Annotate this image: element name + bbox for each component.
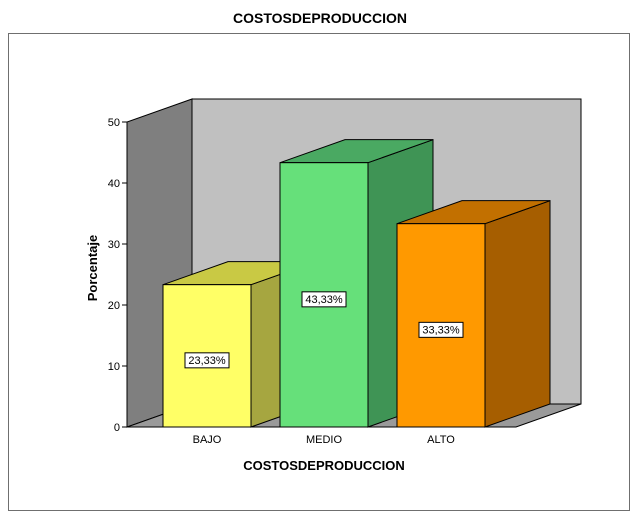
data-label: 23,33% (188, 355, 226, 367)
data-label: 33,33% (422, 324, 460, 336)
x-tick-label: ALTO (427, 434, 455, 446)
data-label-box (184, 352, 230, 369)
y-axis: 0 10 20 30 40 50 (108, 117, 128, 434)
y-tick-label: 40 (108, 178, 120, 190)
x-tick-label: BAJO (193, 434, 222, 446)
y-tick-label: 0 (114, 422, 120, 434)
bar-side (484, 199, 551, 428)
x-axis-label: COSTOSDEPRODUCCION (243, 458, 405, 473)
data-label: 43,33% (305, 294, 343, 306)
plot-frame (8, 33, 630, 511)
y-tick-label: 10 (108, 361, 120, 373)
data-label-box (301, 291, 347, 308)
x-tick-label: MEDIO (306, 434, 343, 446)
bars: 23,33% BAJO 43,33% MEDIO 33,33% ALTO (162, 138, 551, 446)
y-tick-label: 50 (108, 117, 120, 129)
bar-alto: 33,33% ALTO (396, 199, 551, 446)
data-label-box (418, 321, 464, 338)
y-axis-label: Porcentaje (85, 235, 100, 301)
chart-title: COSTOSDEPRODUCCION (233, 10, 407, 26)
y-tick-label: 30 (108, 239, 120, 251)
y-tick-label: 20 (108, 300, 120, 312)
